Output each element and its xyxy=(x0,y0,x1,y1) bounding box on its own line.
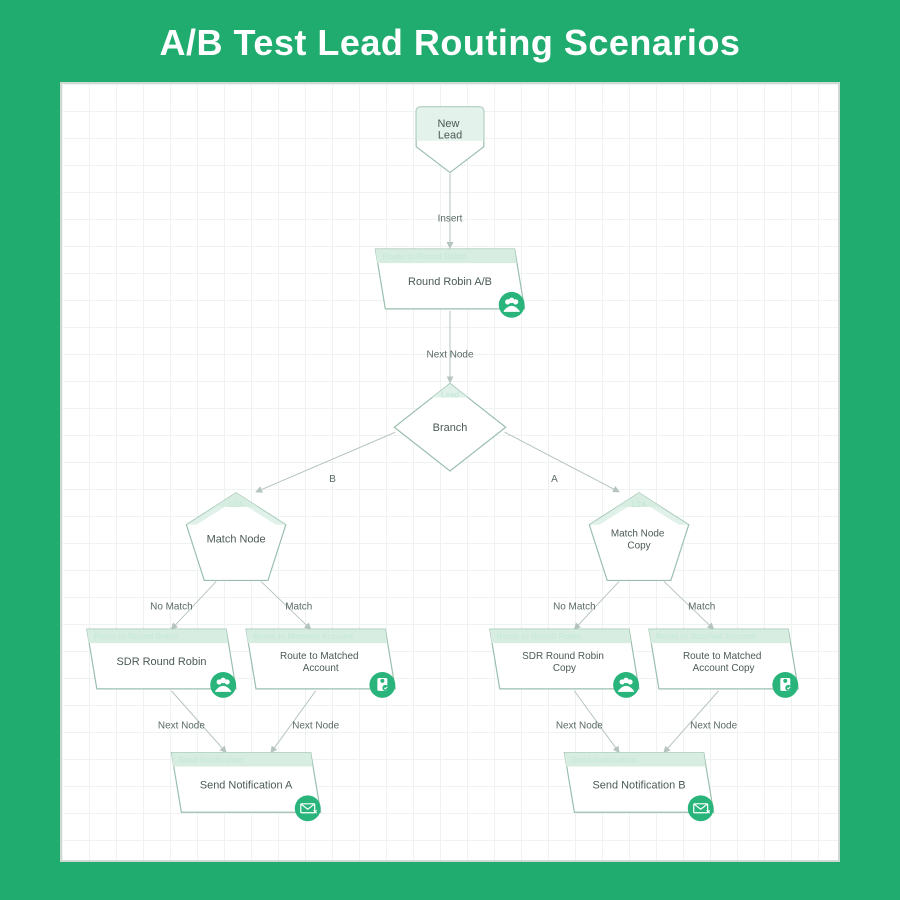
edge-branch-a: A xyxy=(505,432,619,492)
svg-text:Match: Match xyxy=(688,601,715,612)
node-branch[interactable]: Lead Branch xyxy=(394,383,505,471)
edge-match-a: Match xyxy=(664,581,715,629)
flowchart-canvas: Insert Next Node B A No Match Match No M… xyxy=(60,82,840,862)
node-header: Route to Round Robin xyxy=(94,632,178,641)
edge-insert: Insert xyxy=(438,174,463,249)
node-header: Route to Matched Account xyxy=(656,632,757,641)
svg-text:Next Node: Next Node xyxy=(690,721,737,732)
node-label: Match Node xyxy=(207,534,266,546)
node-label: Match Node xyxy=(611,529,665,540)
node-label: New xyxy=(438,118,460,130)
clipboard-icon xyxy=(772,672,798,698)
svg-text:Next Node: Next Node xyxy=(556,721,603,732)
node-sdr-b[interactable]: Route to Round Robin SDR Round Robin xyxy=(87,629,236,698)
node-label: Route to Matched xyxy=(683,651,761,662)
svg-text:Next Node: Next Node xyxy=(427,350,474,361)
mail-icon xyxy=(688,795,714,821)
node-label: SDR Round Robin xyxy=(522,651,604,662)
svg-text:Next Node: Next Node xyxy=(292,721,339,732)
node-rma-a[interactable]: Route to Matched Account Route to Matche… xyxy=(649,629,798,698)
mail-icon xyxy=(295,795,321,821)
people-icon xyxy=(210,672,236,698)
svg-text:No Match: No Match xyxy=(150,601,193,612)
node-header: Route to Matched Account xyxy=(253,632,354,641)
node-label: Copy xyxy=(627,541,650,552)
node-header: Lead xyxy=(441,390,460,399)
svg-text:Route to Matched Account: Route to Matched Account Copy xyxy=(683,651,764,674)
node-label: SDR Round Robin xyxy=(116,656,206,668)
svg-text:Next Node: Next Node xyxy=(158,721,205,732)
node-new-lead[interactable]: New Lead xyxy=(416,107,484,173)
node-header: Send Notification xyxy=(571,756,636,765)
node-label: Send Notification B xyxy=(593,779,686,791)
node-label: Route to Matched xyxy=(280,651,358,662)
node-label: Lead xyxy=(438,130,462,142)
clipboard-icon xyxy=(369,672,395,698)
svg-text:A: A xyxy=(551,474,558,485)
node-label: Account xyxy=(303,663,339,674)
node-header: L2A xyxy=(632,500,647,509)
svg-text:Match: Match xyxy=(285,601,312,612)
edge-nextnode-1: Next Node xyxy=(427,311,474,383)
edge-nomatch-a: No Match xyxy=(553,581,619,629)
node-round-robin[interactable]: Route to Round Robin Round Robin A/B xyxy=(375,249,524,318)
people-icon xyxy=(613,672,639,698)
edge-nextnode-sdrb: Next Node xyxy=(158,691,226,753)
node-header: Route to Round Robin xyxy=(497,632,581,641)
edge-nextnode-sdra: Next Node xyxy=(556,691,619,753)
node-notif-a[interactable]: Send Notification Send Notification A xyxy=(171,753,320,822)
node-label: Send Notification A xyxy=(200,779,293,791)
node-label: Branch xyxy=(433,422,468,434)
edge-nextnode-rmaa: Next Node xyxy=(664,691,738,753)
node-header: L2A xyxy=(229,500,244,509)
node-rma-b[interactable]: Route to Matched Account Route to Matche… xyxy=(246,629,395,698)
flowchart-svg: Insert Next Node B A No Match Match No M… xyxy=(62,84,838,860)
people-icon xyxy=(499,292,525,318)
svg-text:B: B xyxy=(329,474,336,485)
node-sdr-a[interactable]: Route to Round Robin SDR Round Robin Cop… xyxy=(490,629,639,698)
svg-text:No Match: No Match xyxy=(553,601,596,612)
node-label: Round Robin A/B xyxy=(408,276,492,288)
edge-nomatch-b: No Match xyxy=(150,581,216,629)
node-notif-b[interactable]: Send Notification Send Notification B xyxy=(564,753,713,822)
node-header: Send Notification xyxy=(178,756,243,765)
edge-branch-b: B xyxy=(256,432,395,492)
page-title: A/B Test Lead Routing Scenarios xyxy=(0,0,900,82)
svg-text:New Lead: New Lead xyxy=(438,118,463,142)
node-match-b[interactable]: L2A Match Node xyxy=(186,493,285,581)
edge-match-b: Match xyxy=(261,581,312,629)
node-label: Copy xyxy=(553,663,576,674)
svg-text:Insert: Insert xyxy=(438,213,463,224)
node-header: Route to Round Robin xyxy=(382,252,466,261)
edge-nextnode-rmab: Next Node xyxy=(271,691,340,753)
node-label: Account Copy xyxy=(693,663,755,674)
node-match-a[interactable]: L2A Match Node Copy xyxy=(589,493,688,581)
